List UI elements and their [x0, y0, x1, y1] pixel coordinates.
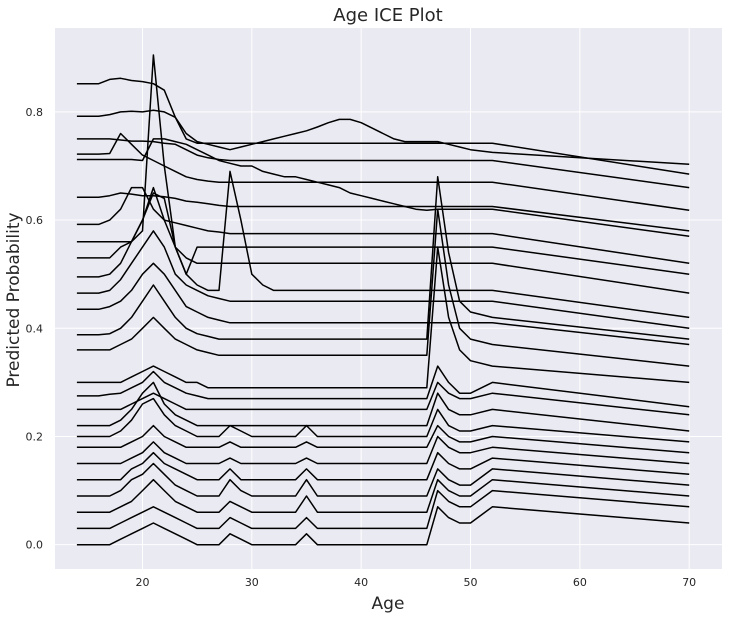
ice-line — [76, 365, 690, 408]
y-axis-ticks: 0.0 0.2 0.4 0.6 0.8 — [26, 106, 44, 552]
x-axis-ticks: 20 30 40 50 60 70 — [135, 576, 696, 589]
ice-line — [76, 435, 690, 465]
x-tick-label: 60 — [573, 576, 587, 589]
ice-line — [76, 170, 690, 319]
y-tick-label: 0.6 — [26, 214, 44, 227]
ice-line — [76, 489, 690, 530]
y-tick-label: 0.0 — [26, 539, 44, 552]
x-tick-label: 50 — [464, 576, 478, 589]
x-tick-label: 30 — [245, 576, 259, 589]
ice-line — [76, 506, 690, 546]
ice-line — [76, 381, 690, 432]
x-axis-label: Age — [372, 594, 405, 614]
x-tick-label: 70 — [682, 576, 696, 589]
y-tick-label: 0.8 — [26, 106, 44, 119]
ice-line — [76, 424, 690, 454]
ice-line — [76, 109, 690, 166]
ice-line — [76, 478, 690, 513]
y-axis-label: Predicted Probability — [4, 212, 24, 387]
ice-line — [76, 462, 690, 497]
x-tick-label: 20 — [135, 576, 149, 589]
ice-line — [76, 381, 690, 416]
ice-line — [76, 208, 690, 367]
ice-line — [76, 132, 690, 212]
ice-line — [76, 451, 690, 481]
ice-line — [76, 176, 690, 340]
y-tick-label: 0.2 — [26, 430, 44, 443]
plot-area — [55, 28, 722, 569]
ice-line — [76, 77, 690, 175]
ice-line — [76, 397, 690, 443]
ice-line — [76, 186, 690, 265]
ice-line — [76, 246, 690, 389]
ice-line — [76, 192, 690, 232]
chart-title: Age ICE Plot — [333, 5, 442, 26]
x-tick-label: 40 — [354, 576, 368, 589]
ice-lines — [76, 54, 690, 546]
ice-line — [76, 138, 690, 189]
ice-line — [76, 230, 690, 330]
y-tick-label: 0.4 — [26, 322, 44, 335]
grid-lines — [55, 28, 722, 569]
ice-line — [76, 54, 690, 294]
ice-line — [76, 138, 690, 238]
ice-line — [76, 262, 690, 346]
